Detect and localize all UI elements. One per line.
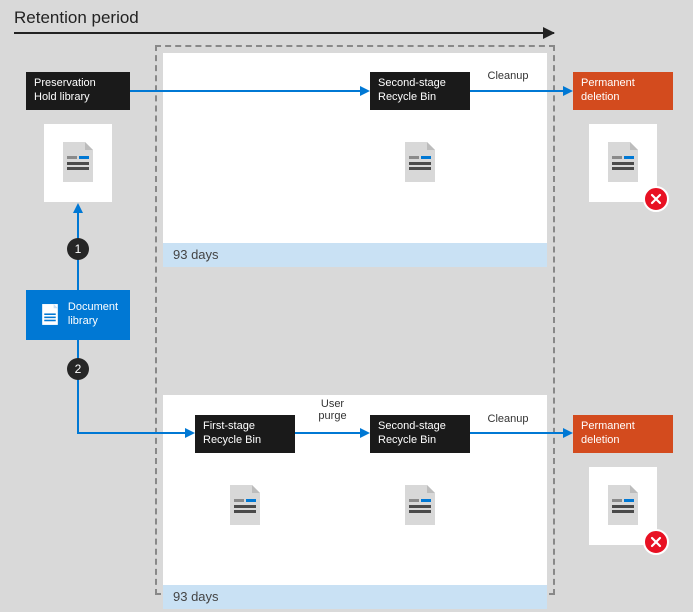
user-purge-l1: User [321, 398, 344, 410]
arrow-head-to-first [185, 428, 195, 438]
second-stage-top-doc [386, 124, 454, 202]
document-library-label: Document library [68, 301, 118, 329]
preservation-hold-line2: Hold library [34, 91, 122, 105]
user-purge-label: User purge [310, 398, 355, 422]
second-stage-top-line1: Second-stage [378, 77, 462, 91]
second-stage-top-line2: Recycle Bin [378, 91, 462, 105]
document-icon [38, 303, 62, 327]
first-stage-doc [211, 467, 279, 545]
arrow-head-second-perm-bottom [563, 428, 573, 438]
arrow-head-up [73, 203, 83, 213]
arrow-hold-to-second [130, 90, 362, 92]
arrow-second-to-perm-top [470, 90, 565, 92]
retention-period-label: Retention period [14, 8, 139, 28]
arrow-head-hold-second [360, 86, 370, 96]
delete-badge-top [643, 186, 669, 212]
arrow-head-second-perm-top [563, 86, 573, 96]
permanent-deletion-top-line2: deletion [581, 91, 665, 105]
preservation-hold-line1: Preservation [34, 77, 122, 91]
days-bar-top: 93 days [163, 243, 547, 267]
arrow-second-to-perm-bottom [470, 432, 565, 434]
cleanup-label-top: Cleanup [478, 70, 538, 82]
second-stage-bottom-line1: Second-stage [378, 420, 462, 434]
second-stage-bottom-doc [386, 467, 454, 545]
step-2-badge: 2 [67, 358, 89, 380]
preservation-hold-doc [44, 124, 112, 202]
first-stage-line1: First-stage [203, 420, 287, 434]
second-stage-top-box: Second-stage Recycle Bin [370, 72, 470, 110]
second-stage-bottom-line2: Recycle Bin [378, 434, 462, 448]
permanent-deletion-top-line1: Permanent [581, 77, 665, 91]
user-purge-l2: purge [318, 410, 346, 422]
permanent-deletion-bottom-line1: Permanent [581, 420, 665, 434]
days-bar-bottom: 93 days [163, 585, 547, 609]
first-stage-box: First-stage Recycle Bin [195, 415, 295, 453]
cleanup-label-bottom: Cleanup [478, 413, 538, 425]
second-stage-bottom-box: Second-stage Recycle Bin [370, 415, 470, 453]
permanent-deletion-top-box: Permanent deletion [573, 72, 673, 110]
arrow-head-first-second [360, 428, 370, 438]
step-1-badge: 1 [67, 238, 89, 260]
retention-arrow [14, 32, 554, 34]
preservation-hold-box: Preservation Hold library [26, 72, 130, 110]
delete-badge-bottom [643, 529, 669, 555]
permanent-deletion-bottom-line2: deletion [581, 434, 665, 448]
permanent-deletion-bottom-box: Permanent deletion [573, 415, 673, 453]
first-stage-line2: Recycle Bin [203, 434, 287, 448]
arrow-first-to-second [295, 432, 362, 434]
document-library-box: Document library [26, 290, 130, 340]
arrow-doclib-right [77, 432, 187, 434]
arrow-doclib-down [77, 340, 79, 434]
